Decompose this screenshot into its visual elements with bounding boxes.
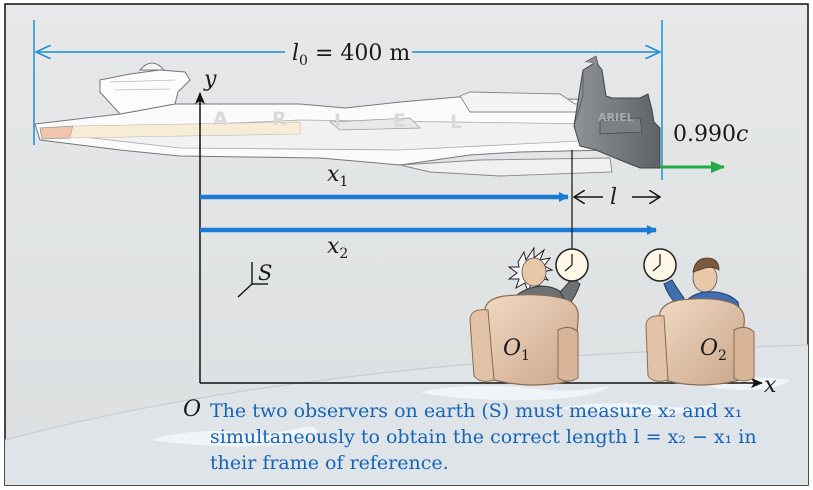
contracted-length-label: l bbox=[610, 185, 617, 210]
coordinate-axes bbox=[195, 92, 763, 388]
observer-2 bbox=[643, 248, 755, 386]
earth-surface bbox=[5, 345, 808, 485]
ship-letter: R bbox=[272, 108, 287, 130]
frame-symbol bbox=[237, 262, 268, 298]
proper-length-label: l0 = 400 m bbox=[292, 41, 410, 69]
earth-clouds bbox=[150, 377, 790, 447]
ship-letter: E bbox=[393, 110, 406, 132]
tower-name: ARIEL bbox=[598, 111, 634, 124]
caption-line-3: their frame of reference. bbox=[210, 452, 449, 474]
ship-name: A R I E L bbox=[213, 108, 462, 133]
observer-2-label: O2 bbox=[700, 336, 727, 364]
ship-letter: A bbox=[213, 108, 228, 130]
caption: The two observers on earth (S) must meas… bbox=[210, 400, 757, 474]
x1-label: x1 bbox=[327, 162, 348, 190]
speed-label: 0.990c bbox=[673, 122, 748, 147]
proper-length-dimension bbox=[33, 20, 663, 180]
spaceship: ARIEL bbox=[34, 55, 661, 177]
ship-letter: I bbox=[334, 110, 341, 132]
observer-1-label: O1 bbox=[503, 336, 530, 364]
origin-label: O bbox=[183, 397, 201, 422]
y-axis-label: y bbox=[203, 67, 217, 92]
x2-label: x2 bbox=[327, 234, 348, 262]
contracted-length-dimension bbox=[571, 150, 660, 250]
frame-label: S bbox=[258, 261, 272, 285]
observer-1 bbox=[469, 246, 589, 386]
x-axis-label: x bbox=[764, 373, 777, 398]
caption-line-2: simultaneously to obtain the correct len… bbox=[210, 426, 757, 448]
caption-line-1: The two observers on earth (S) must meas… bbox=[210, 400, 742, 422]
ship-letter: L bbox=[450, 111, 462, 133]
